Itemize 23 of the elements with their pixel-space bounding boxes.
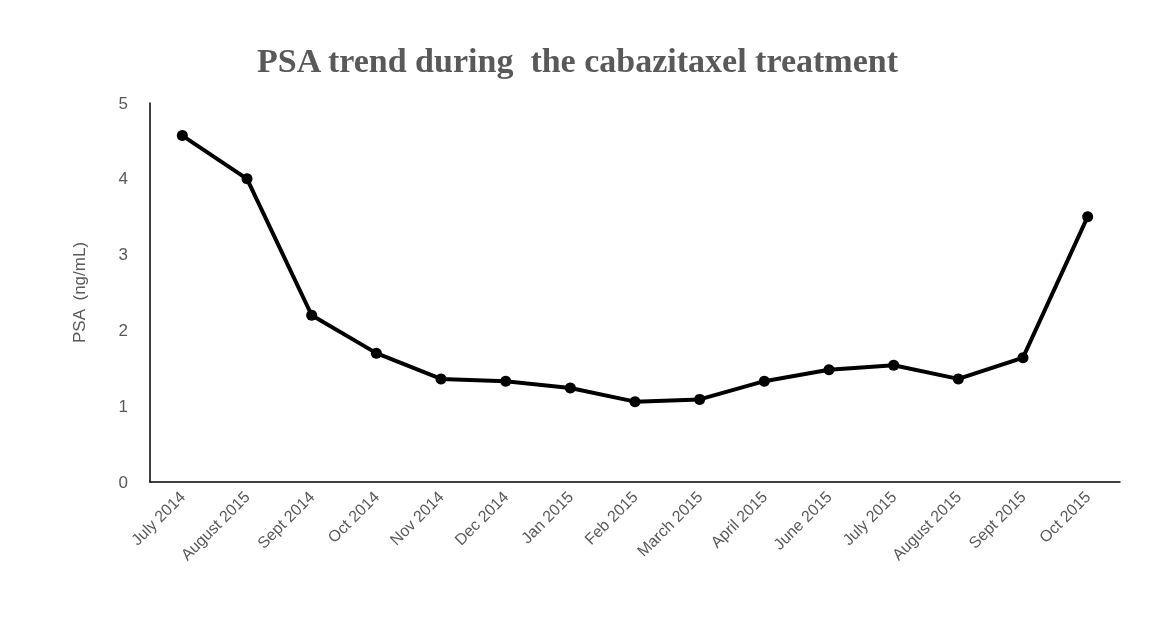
point (370, 347, 382, 359)
point (435, 373, 447, 385)
point (694, 393, 706, 405)
y-tick-label: 1 (118, 396, 128, 416)
point (1017, 352, 1029, 364)
y-axis-title: PSA (ng/mL) (70, 241, 89, 344)
point (564, 382, 576, 394)
point (888, 359, 900, 371)
y-tick-label: 3 (118, 245, 128, 265)
point (241, 173, 253, 185)
point (306, 309, 318, 321)
point (823, 364, 835, 376)
point (629, 396, 641, 408)
point (176, 130, 188, 142)
point (1082, 211, 1094, 223)
chart-title: PSA trend during the cabazitaxel treatment (257, 41, 899, 79)
point (952, 373, 964, 385)
y-tick-label: 5 (118, 93, 128, 113)
point (500, 375, 512, 387)
y-tick-label: 2 (118, 320, 128, 340)
y-tick-label: 0 (118, 472, 128, 492)
y-tick-label: 4 (118, 169, 128, 189)
point (758, 375, 770, 387)
